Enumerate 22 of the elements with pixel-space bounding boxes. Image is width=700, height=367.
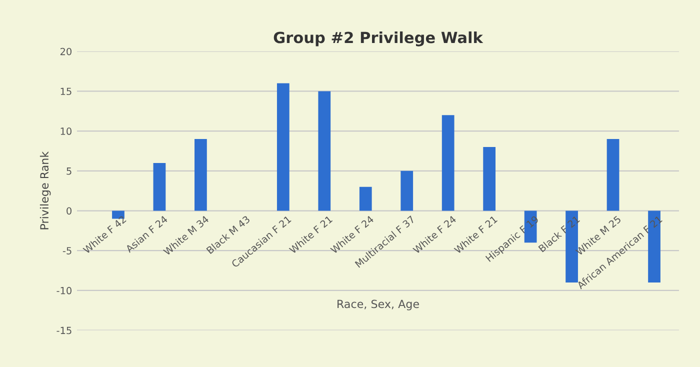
bar <box>483 147 496 211</box>
y-tick-label: 5 <box>66 168 72 175</box>
x-axis-title: Race, Sex, Age <box>338 300 419 310</box>
y-tick-label: 10 <box>60 128 72 135</box>
bar <box>648 210 660 282</box>
bar <box>318 91 331 211</box>
bar <box>400 170 414 211</box>
y-tick-label: 0 <box>66 207 72 215</box>
chart-title: Group #2 Privilege Walk <box>274 31 484 46</box>
bar <box>276 83 290 211</box>
y-tick-label: -15 <box>56 326 72 334</box>
y-tick-label: 15 <box>60 88 72 96</box>
y-axis-title: Privilege Rank <box>40 151 51 230</box>
bar <box>194 139 207 211</box>
y-tick-label: -5 <box>62 247 72 254</box>
bar <box>606 139 620 211</box>
y-tick-label: 20 <box>60 48 72 56</box>
bar <box>153 162 166 211</box>
bar <box>524 210 537 243</box>
y-tick-label: -10 <box>56 286 72 294</box>
bar <box>359 186 372 211</box>
bar <box>442 115 454 211</box>
